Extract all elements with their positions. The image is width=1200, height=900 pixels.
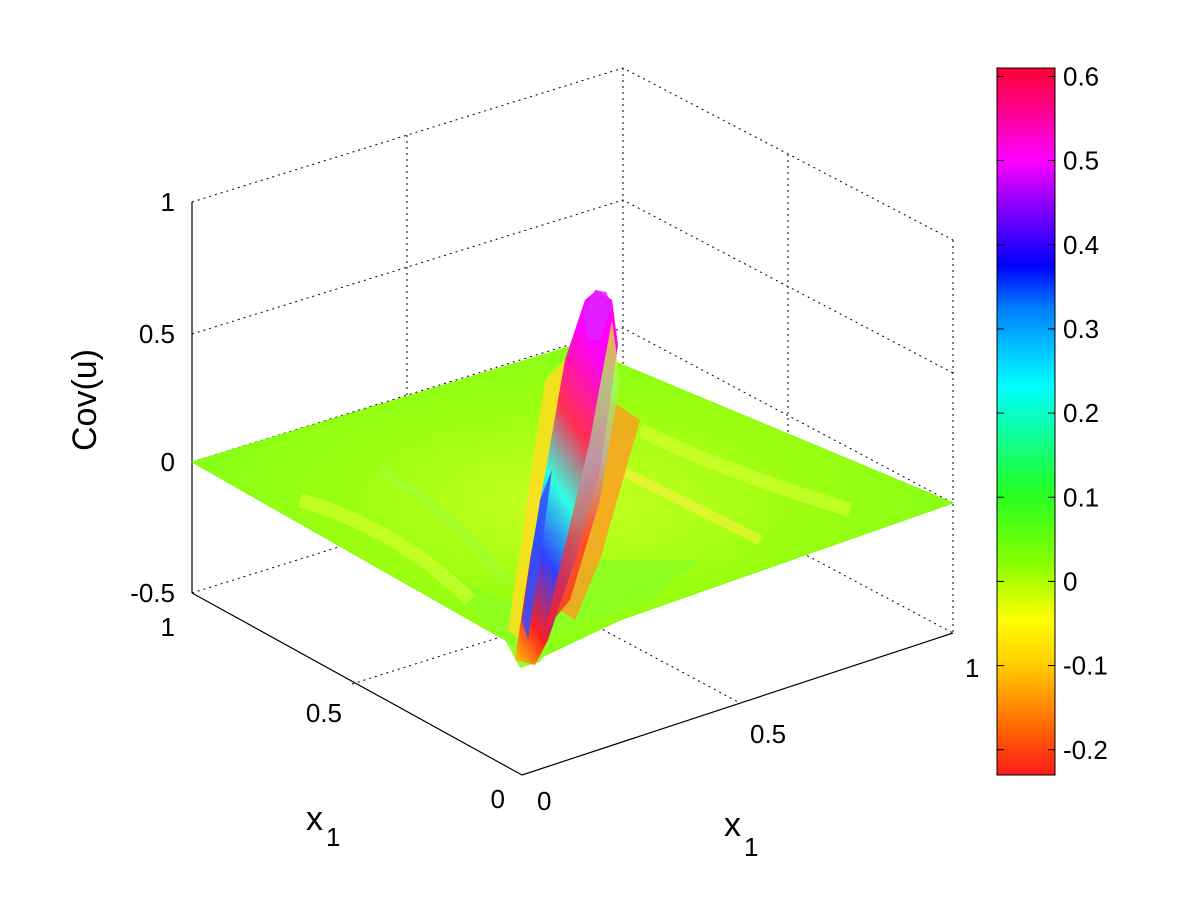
colorbar-tick-label: -0.2 <box>1063 735 1108 765</box>
surface-ridge-flank-left <box>508 360 565 640</box>
z-tick-label: 0 <box>161 447 175 477</box>
surface-ridge-shade <box>545 320 620 630</box>
x-left-tick-label: 0 <box>491 784 505 814</box>
x-left-axis-label-sub: 1 <box>326 822 340 852</box>
colorbar-tick-label: 0.3 <box>1063 314 1099 344</box>
x-right-tick-label: 1 <box>965 653 979 683</box>
surface-ridge-magenta-tip <box>583 290 612 340</box>
z-ticks: 1 0.5 0 -0.5 <box>130 187 175 608</box>
surface-ripple-left2 <box>377 465 509 584</box>
z-tick-label: 1 <box>161 187 175 217</box>
colorbar: 0.6 0.5 0.4 0.3 0.2 0.1 0 -0.1 -0.2 <box>996 61 1108 776</box>
x-left-ticks: 1 0.5 0 <box>161 612 505 814</box>
x-left-tick-label: 1 <box>161 612 175 642</box>
colorbar-tick-label: -0.1 <box>1063 651 1108 681</box>
surface <box>190 290 955 668</box>
surface-ripple-right2 <box>617 465 763 545</box>
x-left-axis-label-main: x <box>306 800 323 838</box>
z-tick-label: 0.5 <box>139 319 175 349</box>
colorbar-tick-label: 0.4 <box>1063 230 1099 260</box>
surface-ridge-main <box>515 290 618 665</box>
colorbar-ticks: 0.6 0.5 0.4 0.3 0.2 0.1 0 -0.1 -0.2 <box>997 61 1108 765</box>
x-right-tick-label: 0 <box>537 786 551 816</box>
surface-ripple-right <box>636 423 853 517</box>
colorbar-tick-label: 0.6 <box>1063 61 1099 91</box>
colorbar-gradient <box>996 67 1056 776</box>
x-right-axis-label: x 1 <box>724 806 758 862</box>
colorbar-tick-label: 0.1 <box>1063 482 1099 512</box>
colorbar-tick-label: 0.5 <box>1063 146 1099 176</box>
x-left-tick-label: 0.5 <box>306 698 342 728</box>
x-right-ticks: 0 0.5 1 <box>537 653 979 816</box>
back-wall-left-top <box>191 67 954 241</box>
colorbar-tick-label: 0.2 <box>1063 398 1099 428</box>
surface-trough <box>420 560 700 668</box>
z-axis-label: Cov(u) <box>66 349 104 451</box>
x-right-tick-label: 0.5 <box>750 719 786 749</box>
x-right-axis-label-main: x <box>724 806 741 844</box>
surface-ridge-blue-strip <box>522 470 552 640</box>
x-axis-right-line <box>521 632 954 776</box>
surface-ripple-left <box>297 493 475 605</box>
x-left-axis-label: x 1 <box>306 800 340 852</box>
x-right-axis-label-sub: 1 <box>744 832 758 862</box>
x-axis-left-line <box>191 592 523 776</box>
z-tick-label: -0.5 <box>130 578 175 608</box>
colorbar-tick-label: 0 <box>1063 566 1077 596</box>
